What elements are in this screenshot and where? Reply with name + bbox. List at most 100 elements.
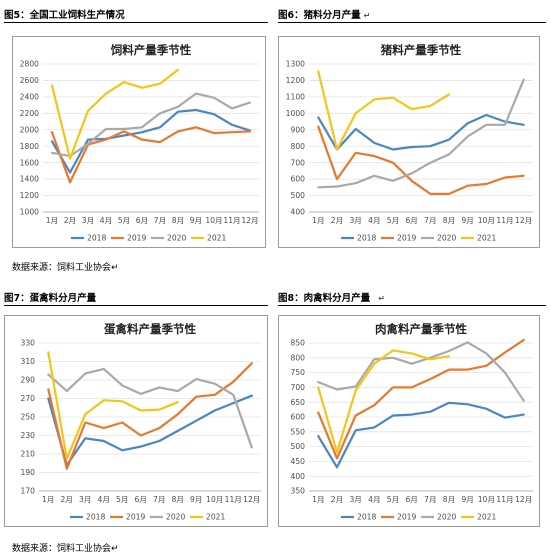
x-tick-label: 4月 xyxy=(98,495,110,504)
legend-label: 2019 xyxy=(127,234,146,243)
x-tick-label: 5月 xyxy=(116,495,128,504)
y-tick-label: 290 xyxy=(21,376,36,385)
x-tick-label: 9月 xyxy=(461,216,473,225)
y-tick-label: 1400 xyxy=(20,175,39,184)
legend-label: 2019 xyxy=(397,234,416,243)
x-tick-label: 1月 xyxy=(312,495,324,504)
y-tick-label: 700 xyxy=(291,158,306,167)
x-tick-label: 10月 xyxy=(206,495,223,504)
legend-label: 2021 xyxy=(207,234,226,243)
x-tick-label: 10月 xyxy=(478,216,495,225)
y-tick-label: 700 xyxy=(291,383,306,392)
series-line-2019 xyxy=(317,125,525,195)
series-line-2020 xyxy=(317,78,525,189)
x-tick-label: 8月 xyxy=(443,216,455,225)
x-tick-label: 5月 xyxy=(118,216,130,225)
x-tick-label: 6月 xyxy=(136,216,148,225)
x-tick-label: 9月 xyxy=(190,495,202,504)
y-tick-label: 900 xyxy=(291,125,306,134)
x-tick-label: 7月 xyxy=(153,495,165,504)
x-tick-label: 3月 xyxy=(349,495,361,504)
y-tick-label: 600 xyxy=(291,175,306,184)
y-tick-label: 170 xyxy=(21,487,36,496)
y-tick-label: 1300 xyxy=(286,60,305,69)
figure-title-text: 图6：猪料分月产量 xyxy=(278,10,361,21)
y-tick-label: 350 xyxy=(291,487,306,496)
x-tick-label: 11月 xyxy=(223,216,240,225)
y-tick-label: 600 xyxy=(291,413,306,422)
y-tick-label: 500 xyxy=(291,442,306,451)
figure-title: 图6：猪料分月产量 ↵ xyxy=(278,7,370,21)
figure-title: 图7：蛋禽料分月产量 xyxy=(4,293,97,304)
y-tick-label: 310 xyxy=(21,357,36,366)
legend-label: 2021 xyxy=(477,234,496,243)
legend-label: 2021 xyxy=(206,513,225,522)
paragraph-mark: ↵ xyxy=(363,11,371,20)
chart-title: 饲料产量季节性 xyxy=(110,43,192,57)
figure-title-text: 图8：肉禽料分月产量 xyxy=(278,293,371,304)
y-tick-label: 500 xyxy=(291,191,306,200)
y-tick-label: 1100 xyxy=(286,92,305,101)
series-line-2020 xyxy=(50,92,252,158)
y-tick-label: 1200 xyxy=(286,76,305,85)
y-tick-label: 190 xyxy=(21,468,36,477)
x-tick-label: 11月 xyxy=(225,495,242,504)
x-tick-label: 1月 xyxy=(46,216,58,225)
x-tick-label: 4月 xyxy=(100,216,112,225)
x-tick-label: 12月 xyxy=(241,216,258,225)
y-tick-label: 1200 xyxy=(20,191,39,200)
x-tick-label: 8月 xyxy=(172,216,184,225)
y-tick-label: 800 xyxy=(291,142,306,151)
x-tick-label: 6月 xyxy=(405,216,417,225)
legend-label: 2018 xyxy=(357,234,376,243)
x-tick-label: 12月 xyxy=(243,495,260,504)
source-note: 数据来源：饲料工业协会↵ xyxy=(12,544,119,554)
x-tick-label: 6月 xyxy=(405,495,417,504)
title-rule xyxy=(278,22,546,23)
y-tick-label: 800 xyxy=(291,353,306,362)
x-tick-label: 6月 xyxy=(135,495,147,504)
y-tick-label: 750 xyxy=(291,368,306,377)
y-tick-label: 400 xyxy=(291,472,306,481)
x-tick-label: 1月 xyxy=(312,216,324,225)
y-tick-label: 230 xyxy=(21,431,36,440)
series-line-2018 xyxy=(317,113,525,151)
y-tick-label: 450 xyxy=(291,457,306,466)
series-line-2019 xyxy=(47,362,253,470)
x-tick-label: 11月 xyxy=(496,216,513,225)
x-tick-label: 7月 xyxy=(424,495,436,504)
chart-title: 蛋禽料产量季节性 xyxy=(104,322,196,336)
legend-label: 2019 xyxy=(397,513,416,522)
legend-label: 2018 xyxy=(357,513,376,522)
x-tick-label: 8月 xyxy=(172,495,184,504)
y-tick-label: 550 xyxy=(291,427,306,436)
x-tick-label: 7月 xyxy=(154,216,166,225)
legend-label: 2020 xyxy=(166,513,185,522)
series-line-2018 xyxy=(317,401,525,469)
figure-title: 图5：全国工业饲料生产情况 xyxy=(4,10,125,21)
y-tick-label: 2600 xyxy=(20,76,39,85)
y-tick-label: 2200 xyxy=(20,109,39,118)
series-line-2020 xyxy=(47,367,253,449)
y-tick-label: 1000 xyxy=(286,109,305,118)
paragraph-mark: ↵ xyxy=(378,294,385,303)
y-tick-label: 2400 xyxy=(20,92,39,101)
title-rule xyxy=(278,305,546,306)
x-tick-label: 11月 xyxy=(496,495,513,504)
title-rule xyxy=(4,305,268,306)
x-tick-label: 2月 xyxy=(61,495,73,504)
legend-label: 2018 xyxy=(87,234,106,243)
chart-panel-layer: 蛋禽料产量季节性 170 190 210 230 250 270 290 310 330 1月 2月 3… xyxy=(4,315,268,527)
chart-title: 肉禽料产量季节性 xyxy=(375,322,467,336)
y-tick-label: 850 xyxy=(291,339,306,348)
x-tick-label: 1月 xyxy=(42,495,54,504)
x-tick-label: 3月 xyxy=(82,216,94,225)
y-tick-label: 270 xyxy=(21,394,36,403)
x-tick-label: 4月 xyxy=(368,495,380,504)
x-tick-label: 10月 xyxy=(205,216,222,225)
source-note: 数据来源：饲料工业协会↵ xyxy=(12,263,119,273)
x-tick-label: 4月 xyxy=(368,216,380,225)
x-tick-label: 2月 xyxy=(331,495,343,504)
legend-label: 2021 xyxy=(477,513,496,522)
series-line-2019 xyxy=(317,338,525,460)
